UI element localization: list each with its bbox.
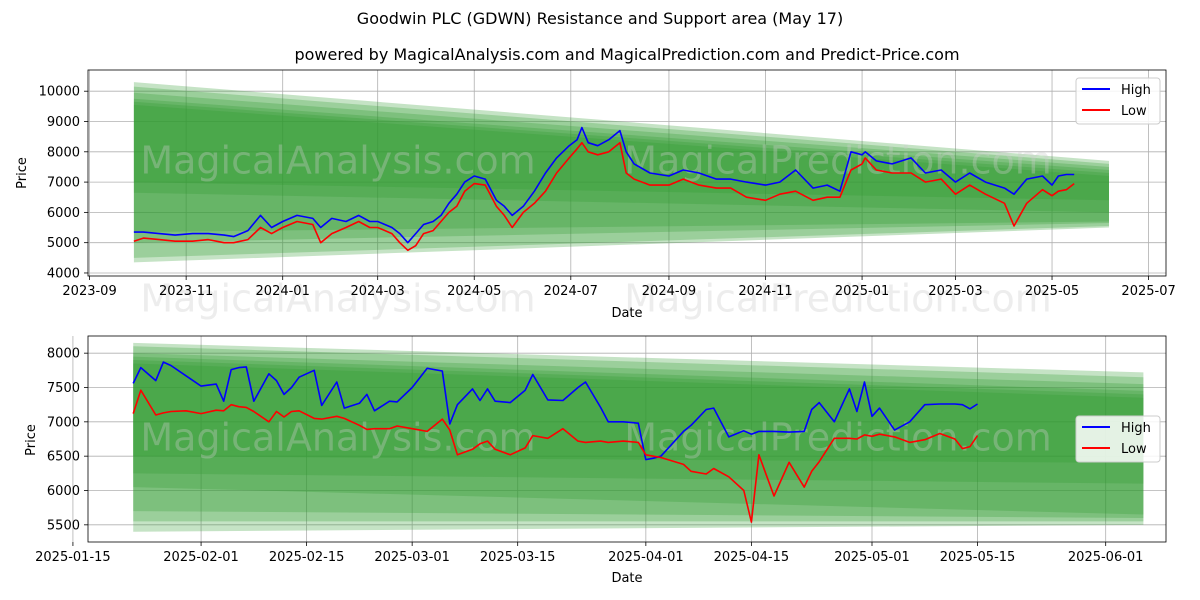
band-area bbox=[133, 346, 1144, 522]
plot-background bbox=[88, 336, 1166, 542]
band-area bbox=[133, 356, 1144, 515]
y-axis-label: Price bbox=[15, 157, 30, 189]
x-tick-label: 2025-04-01 bbox=[608, 550, 684, 565]
y-tick-label: 7000 bbox=[47, 415, 80, 430]
support-resistance-bands bbox=[133, 82, 1110, 263]
plot-frame bbox=[87, 69, 1167, 277]
x-tick-label: 2023-11 bbox=[159, 284, 213, 299]
x-tick-label: 2024-09 bbox=[642, 284, 696, 299]
y-tick-label: 6000 bbox=[47, 206, 80, 221]
watermark-left-lower: MagicalAnalysis.com bbox=[140, 277, 535, 321]
x-tick-label: 2025-04-15 bbox=[714, 550, 790, 565]
legend: High Low bbox=[1075, 77, 1161, 125]
x-tick-label: 2023-09 bbox=[62, 284, 116, 299]
x-tick-label: 2025-06-01 bbox=[1068, 550, 1144, 565]
band-area bbox=[133, 92, 1110, 243]
band-area bbox=[133, 86, 1110, 258]
band-area bbox=[133, 82, 1110, 263]
band-area bbox=[133, 98, 1110, 233]
chart-subtitle: powered by MagicalAnalysis.com and Magic… bbox=[294, 45, 960, 64]
y-tick-label: 7500 bbox=[47, 381, 80, 396]
support-resistance-bands bbox=[133, 342, 1144, 532]
chart-panel-recent-zoom: MagicalAnalysis.com MagicalPrediction.co… bbox=[24, 335, 1167, 586]
price-series bbox=[132, 361, 979, 523]
y-tick-label: 5000 bbox=[47, 236, 80, 251]
x-tick-label: 2024-11 bbox=[738, 284, 792, 299]
y-tick-label: 10000 bbox=[39, 85, 80, 100]
band-area bbox=[133, 363, 1144, 464]
y-tick-label: 8000 bbox=[47, 347, 80, 362]
chart-panel-full-period: MagicalAnalysis.com MagicalPrediction.co… bbox=[15, 69, 1176, 321]
legend-high-label: High bbox=[1121, 83, 1151, 98]
y-tick-label: 6500 bbox=[47, 450, 80, 465]
x-tick-label: 2025-03-01 bbox=[374, 550, 450, 565]
band-area bbox=[133, 342, 1144, 532]
watermark-left: MagicalAnalysis.com bbox=[140, 139, 535, 183]
y-tick-label: 8000 bbox=[47, 145, 80, 160]
y-tick-label: 7000 bbox=[47, 176, 80, 191]
watermark-right-lower: MagicalPrediction.com bbox=[624, 277, 1052, 321]
x-axis-ticks: 2023-09 2023-11 2024-01 2024-03 2024-05 2024-… bbox=[62, 276, 1176, 299]
chart-title: Goodwin PLC (GDWN) Resistance and Suppor… bbox=[356, 9, 844, 28]
series-line-high bbox=[132, 361, 978, 461]
x-tick-label: 2025-03-15 bbox=[480, 550, 556, 565]
band-area bbox=[133, 360, 1144, 484]
x-tick-label: 2025-02-01 bbox=[163, 550, 239, 565]
price-series bbox=[133, 126, 1075, 252]
x-tick-label: 2024-07 bbox=[544, 284, 598, 299]
x-tick-label: 2025-03 bbox=[928, 284, 982, 299]
band-area bbox=[133, 101, 1110, 213]
watermark-left: MagicalAnalysis.com bbox=[140, 416, 535, 460]
y-tick-label: 9000 bbox=[47, 115, 80, 130]
legend: High Low bbox=[1075, 415, 1161, 463]
y-axis-label: Price bbox=[24, 424, 39, 456]
x-axis-ticks: 2025-01-15 2025-02-01 2025-02-15 2025-03-01… bbox=[35, 542, 1143, 565]
y-tick-label: 6000 bbox=[47, 484, 80, 499]
y-axis-ticks: 5500 6000 6500 7000 7500 8000 bbox=[47, 347, 88, 533]
x-tick-label: 2025-05-15 bbox=[940, 550, 1016, 565]
series-line-low bbox=[132, 389, 979, 523]
plot-frame bbox=[87, 335, 1167, 543]
x-axis-label: Date bbox=[611, 571, 642, 586]
x-tick-label: 2024-05 bbox=[447, 284, 501, 299]
y-tick-label: 5500 bbox=[47, 518, 80, 533]
watermark-right: MagicalPrediction.com bbox=[624, 139, 1052, 183]
x-tick-label: 2025-07 bbox=[1121, 284, 1175, 299]
x-tick-label: 2025-01 bbox=[835, 284, 889, 299]
x-tick-label: 2025-02-15 bbox=[269, 550, 345, 565]
legend-high-label: High bbox=[1121, 421, 1151, 436]
legend-low-label: Low bbox=[1121, 442, 1147, 457]
legend-low-label: Low bbox=[1121, 104, 1147, 119]
series-line-low bbox=[133, 141, 1075, 252]
y-tick-label: 4000 bbox=[47, 266, 80, 281]
x-tick-label: 2024-03 bbox=[351, 284, 405, 299]
x-tick-label: 2025-05 bbox=[1025, 284, 1079, 299]
x-axis-label: Date bbox=[611, 306, 642, 321]
series-line-high bbox=[133, 126, 1075, 244]
band-area bbox=[133, 353, 1144, 518]
x-tick-label: 2025-01-15 bbox=[35, 550, 111, 565]
y-axis-ticks: 4000 5000 6000 7000 8000 9000 10000 bbox=[39, 85, 88, 281]
x-tick-label: 2024-01 bbox=[256, 284, 310, 299]
x-tick-label: 2025-05-01 bbox=[834, 550, 910, 565]
